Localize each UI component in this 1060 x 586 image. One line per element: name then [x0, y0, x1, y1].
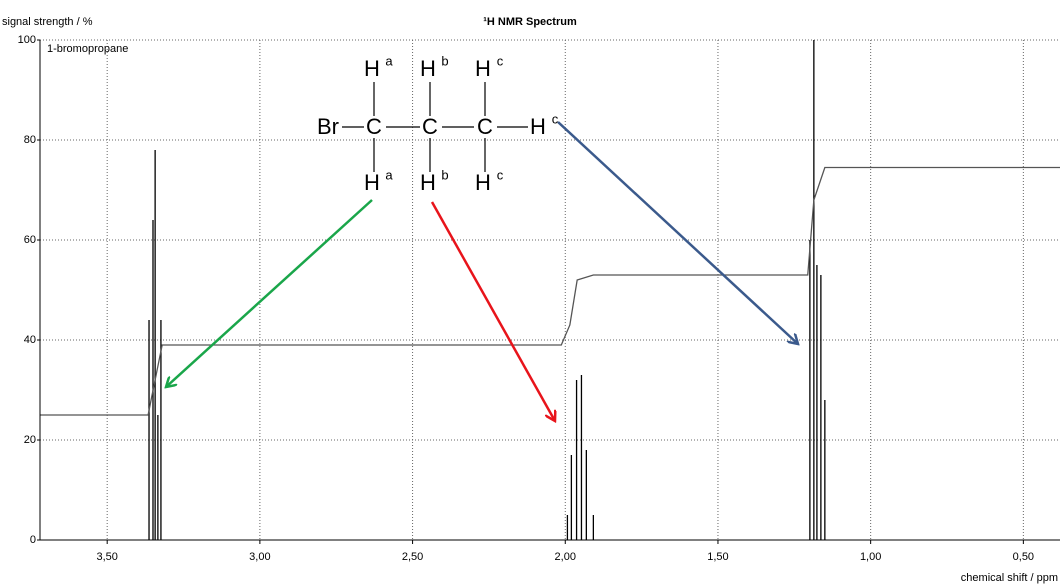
y-axis-label: signal strength / % — [2, 16, 93, 28]
atom-label: c — [497, 167, 504, 182]
atom-label: c — [552, 111, 559, 126]
x-tick-label: 2,00 — [555, 551, 576, 563]
x-tick-label: 1,50 — [707, 551, 728, 563]
y-tick-label: 60 — [24, 234, 36, 246]
atom: H — [420, 170, 436, 195]
atom-label: c — [497, 53, 504, 68]
atom: H — [420, 56, 436, 81]
arrow — [557, 121, 798, 344]
atom: Br — [317, 114, 339, 139]
y-tick-label: 80 — [24, 134, 36, 146]
integration-line — [40, 166, 1060, 416]
y-tick-label: 100 — [18, 34, 36, 46]
atom: H — [530, 114, 546, 139]
atom-label: b — [441, 53, 448, 68]
atom-label: a — [385, 53, 393, 68]
atom: C — [366, 114, 382, 139]
molecule: Br C C C H a H b H c H a H b H c H c — [317, 53, 559, 194]
arrow — [430, 201, 555, 421]
x-tick-label: 3,00 — [249, 551, 270, 563]
x-tick-label: 2,50 — [402, 551, 423, 563]
x-tick-label: 3,50 — [96, 551, 117, 563]
atom: H — [364, 56, 380, 81]
atom: C — [422, 114, 438, 139]
y-tick-label: 0 — [30, 534, 36, 546]
atom: H — [475, 56, 491, 81]
atom-label: b — [441, 167, 448, 182]
atom: H — [364, 170, 380, 195]
x-tick-label: 0,50 — [1013, 551, 1034, 563]
arrow — [166, 199, 373, 387]
atom: H — [475, 170, 491, 195]
chart-title: ¹H NMR Spectrum — [483, 16, 577, 28]
x-tick-label: 1,00 — [860, 551, 881, 563]
y-tick-label: 20 — [24, 434, 36, 446]
y-tick-label: 40 — [24, 334, 36, 346]
sample-label: 1-bromopropane — [47, 43, 128, 55]
atom-label: a — [385, 167, 393, 182]
x-axis-label: chemical shift / ppm — [961, 572, 1058, 584]
atom: C — [477, 114, 493, 139]
